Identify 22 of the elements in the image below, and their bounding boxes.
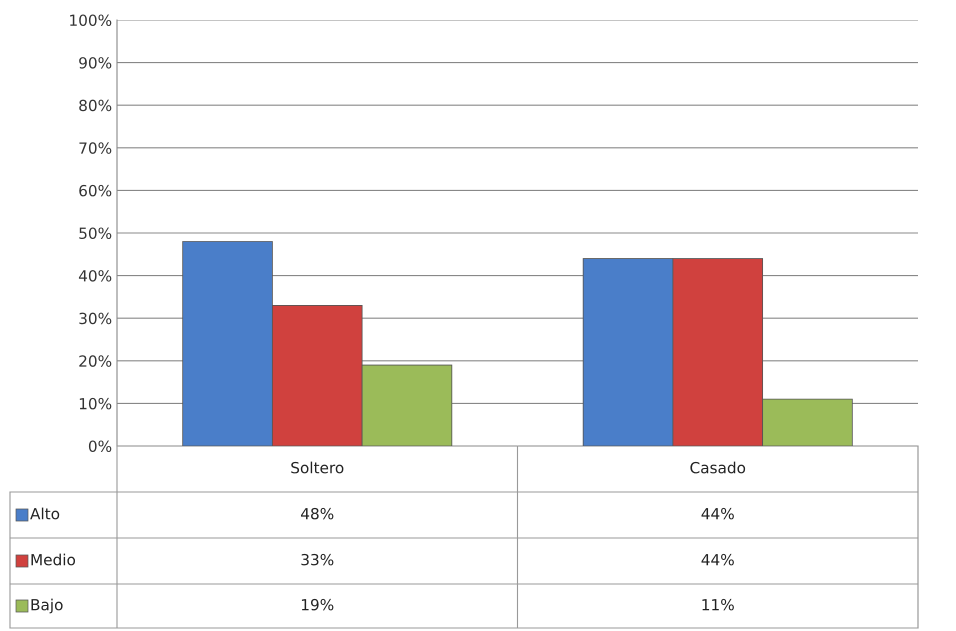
y-tick-label: 70% (79, 142, 112, 154)
y-tick-label: 50% (79, 227, 112, 240)
data-label: 48% (301, 508, 334, 520)
y-tick-label: 80% (79, 100, 112, 112)
data-label: 33% (301, 554, 334, 566)
data-label: 11% (702, 598, 734, 610)
y-tick-label: 40% (78, 270, 112, 282)
y-tick-label: 30% (79, 312, 112, 324)
y-tick-label: 20% (79, 355, 112, 367)
x-tick-label: Soltero (291, 462, 344, 474)
y-tick-label: 100% (70, 14, 112, 26)
legend-label: Bajo (32, 598, 63, 614)
data-label: 19% (302, 598, 334, 610)
y-tick-label: 90% (79, 57, 112, 69)
x-tick-label: Casado (690, 462, 746, 474)
y-tick-label: 60% (79, 184, 112, 196)
y-tick-label: 0% (88, 440, 112, 452)
data-label: 44% (702, 508, 734, 520)
legend-label: Alto (30, 508, 60, 520)
y-tick-label: 10% (80, 398, 112, 410)
data-label: 44% (702, 554, 734, 566)
legend-label: Medio (32, 554, 76, 566)
